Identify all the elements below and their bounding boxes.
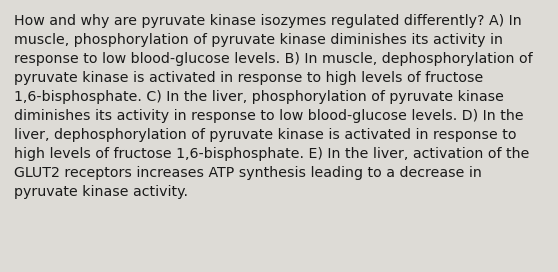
Text: How and why are pyruvate kinase isozymes regulated differently? A) In muscle, ph: How and why are pyruvate kinase isozymes… — [14, 14, 533, 199]
